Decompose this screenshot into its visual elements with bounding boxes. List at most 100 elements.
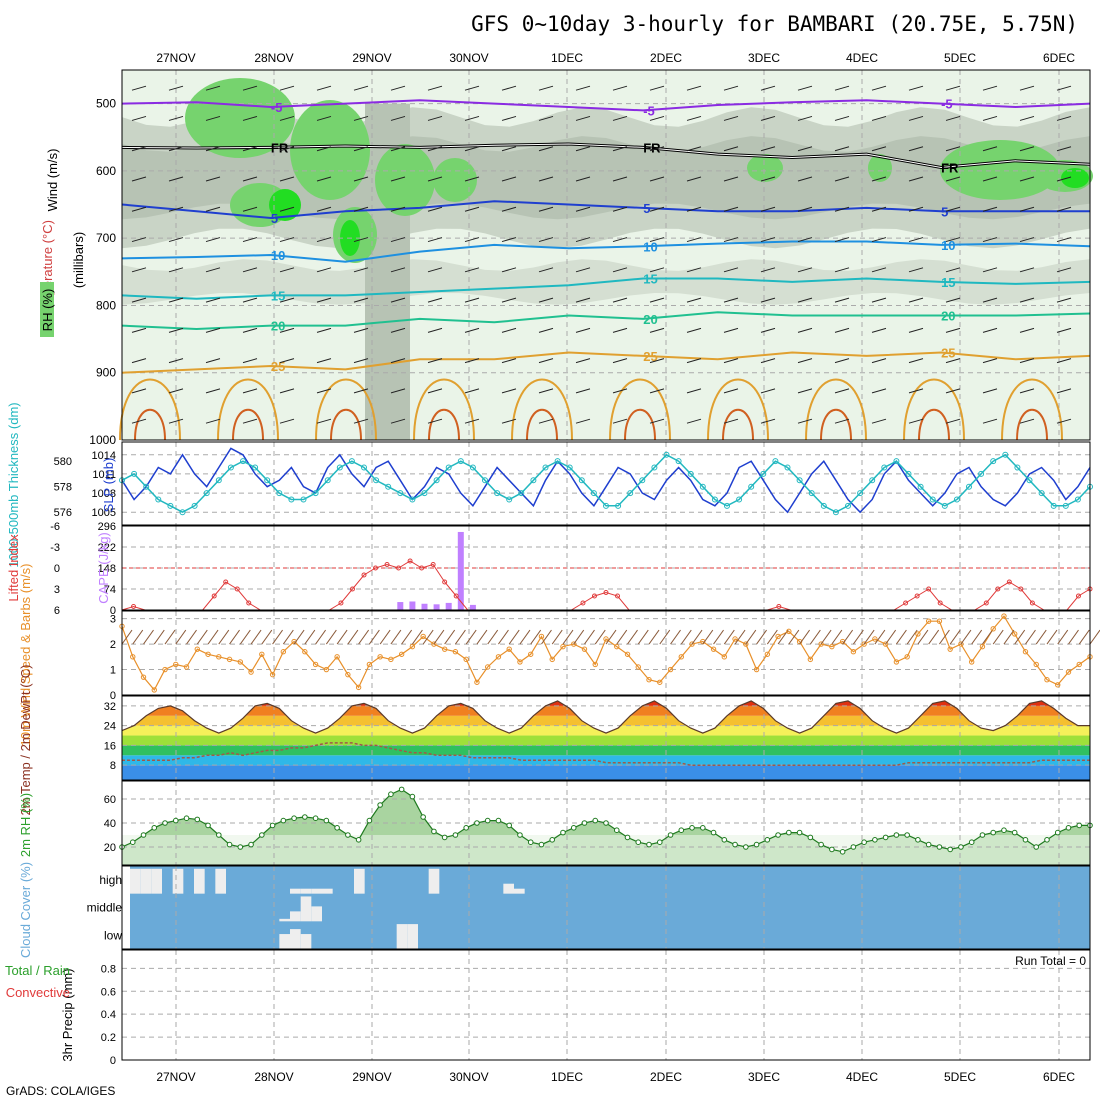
wind-barb-10m	[1046, 629, 1058, 645]
wind-barb	[279, 146, 295, 152]
rh-point	[667, 832, 674, 838]
temp-label: 2m Temp / 2m DewPt (°C)	[18, 665, 33, 816]
temp-contour-35	[232, 408, 264, 441]
wind-point	[183, 664, 190, 670]
wind-barb	[279, 418, 295, 424]
li-point	[453, 593, 459, 599]
thickness-point	[724, 502, 730, 509]
wind-barb	[649, 267, 665, 273]
wind-point	[506, 646, 512, 652]
wind-barb	[575, 237, 591, 243]
pressure-tick: 700	[96, 231, 116, 245]
li-point	[361, 572, 367, 578]
wind-barb	[538, 358, 554, 364]
wind-barb-10m	[971, 629, 983, 645]
wind-barb	[834, 327, 850, 333]
precip-legend-total: Total / Rain	[5, 963, 70, 978]
wind-point	[248, 669, 254, 675]
precip-frame	[121, 949, 1091, 1061]
rh-point	[1054, 829, 1061, 836]
wind-barb	[501, 115, 517, 121]
wind-barb-10m	[799, 629, 811, 645]
dewpoint-line	[122, 742, 1090, 766]
thickness-tick: 580	[54, 456, 72, 468]
wind-point	[850, 649, 857, 655]
wind-point	[829, 643, 835, 650]
panel-labels: Wind (m/s)Temperature (°C) (millibars)RH …	[5, 149, 116, 1062]
pressure-tick: 500	[96, 97, 116, 111]
wind-point	[925, 618, 932, 624]
wind-barb	[205, 237, 221, 243]
cloud-bar-high	[194, 868, 205, 894]
thickness-tick: 578	[54, 482, 72, 494]
cape-lifted-index-panel: 6 3 0 -3 -6 0 74 148 222 296	[50, 521, 1093, 617]
rh-point	[151, 825, 158, 831]
precip-tick: 0.2	[101, 1032, 116, 1044]
rh-point	[1011, 829, 1018, 836]
thickness-point	[482, 477, 488, 484]
wind-point	[861, 641, 867, 647]
wind-barb	[390, 327, 406, 333]
thickness-point	[1038, 490, 1045, 497]
thickness-point	[796, 477, 803, 484]
wind-barb	[982, 297, 998, 303]
temp-contour-label: 20	[941, 309, 955, 324]
wind-barb	[464, 176, 480, 182]
wind-barb	[834, 206, 850, 212]
wind-barb	[353, 146, 369, 152]
wind-barb	[538, 388, 554, 394]
wind-barb	[908, 176, 924, 182]
wind-tick: 3	[110, 614, 116, 626]
wind-barb	[649, 327, 665, 333]
rh-high-cell	[868, 154, 892, 182]
thickness-point	[845, 502, 851, 509]
wind-barb	[1019, 115, 1035, 121]
wind-barb-10m	[315, 629, 327, 645]
wind-barb	[1056, 297, 1072, 303]
wind-barb	[649, 176, 665, 182]
wind-point	[334, 654, 340, 660]
thickness-point	[820, 502, 827, 509]
rh-point	[183, 815, 190, 822]
thickness-point	[312, 490, 319, 497]
wind-barb	[427, 267, 443, 273]
rh-point	[1065, 825, 1072, 831]
wind-point	[689, 641, 695, 647]
cloud-row-label: middle	[87, 901, 123, 915]
wind-point	[312, 661, 319, 668]
rh-point	[280, 817, 287, 824]
wind-barb-10m	[508, 629, 520, 645]
temp-contour-label: 10	[941, 238, 955, 253]
li-point	[603, 590, 609, 595]
rh-point	[474, 820, 480, 826]
temp-contour-35	[624, 408, 656, 441]
wind-barb	[242, 267, 258, 273]
wind-barb	[982, 206, 998, 212]
rh-point	[990, 829, 997, 836]
wind-barb	[168, 327, 184, 333]
wind-label: Wind (m/s)	[45, 149, 60, 212]
thickness-point	[675, 458, 682, 465]
wind-barb	[501, 146, 517, 152]
cloud-bar-low	[407, 924, 418, 949]
temp-frame	[121, 695, 1091, 781]
precip-label: 3hr Precip (mm)	[60, 968, 75, 1061]
freezing-level-inner	[121, 143, 1091, 169]
wind-barb	[279, 115, 295, 121]
temp-contour-35	[722, 408, 754, 441]
wind-barb	[686, 418, 702, 424]
cape-tick: 0	[110, 605, 116, 617]
wind-point	[1033, 661, 1039, 668]
rh-point	[710, 829, 717, 836]
temp-contour-label: 25	[271, 359, 285, 374]
rh-point	[624, 834, 631, 841]
wind-barb	[686, 388, 702, 394]
wind-barb	[834, 237, 850, 243]
wind-barb	[834, 115, 850, 121]
wind-barb	[501, 176, 517, 182]
temp-contour-label: 5	[643, 201, 650, 216]
rh-point	[850, 844, 857, 850]
wind-barb	[242, 115, 258, 121]
wind-barb	[390, 146, 406, 152]
